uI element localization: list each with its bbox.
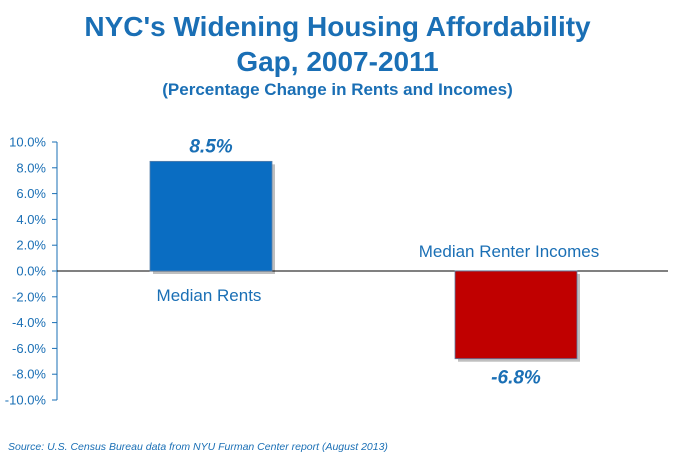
data-label: -6.8%	[491, 368, 541, 389]
chart-labels: 8.5% -6.8% Median Rents Median Renter Incom…	[157, 136, 600, 388]
chart-title-line-2: Gap, 2007-2011	[236, 46, 439, 77]
y-tick-label: 4.0%	[16, 212, 46, 227]
y-tick-label: 2.0%	[16, 238, 46, 253]
bars	[149, 160, 580, 362]
bar	[454, 270, 578, 360]
chart-subtitle: (Percentage Change in Rents and Incomes)	[162, 80, 513, 99]
y-tick-label: -8.0%	[12, 367, 46, 382]
y-tick-label: 8.0%	[16, 160, 46, 175]
y-tick-label: -2.0%	[12, 289, 46, 304]
y-tick-label: -4.0%	[12, 315, 46, 330]
y-tick-label: 0.0%	[16, 264, 46, 279]
data-label: 8.5%	[189, 136, 232, 157]
y-tick-label: -6.0%	[12, 341, 46, 356]
y-tick-label: 6.0%	[16, 186, 46, 201]
bar	[149, 160, 273, 272]
y-tick-label: 10.0%	[9, 135, 46, 150]
source-note: Source: U.S. Census Bureau data from NYU…	[8, 441, 388, 453]
category-label: Median Rents	[157, 286, 262, 305]
category-label: Median Renter Incomes	[419, 242, 599, 261]
y-tick-label: -10.0%	[5, 393, 47, 408]
chart-title-line-1: NYC's Widening Housing Affordability	[84, 11, 591, 42]
